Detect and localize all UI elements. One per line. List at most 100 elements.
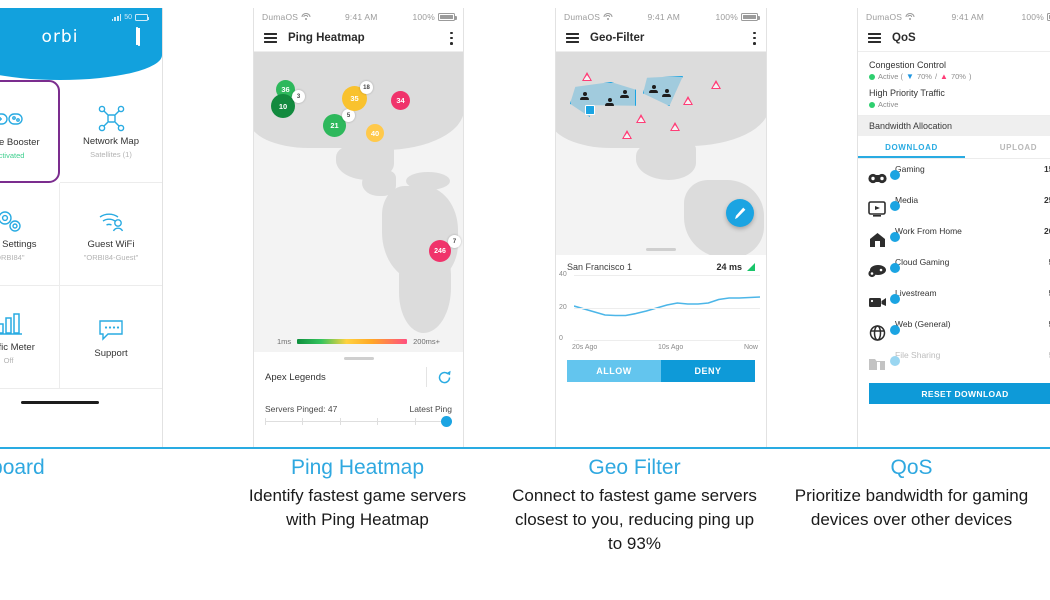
wifi-icon bbox=[301, 12, 311, 21]
carrier-label: DumaOS bbox=[564, 11, 601, 22]
tile-game-booster[interactable]: Game Booster Activated bbox=[0, 80, 60, 183]
tile-guest-wifi[interactable]: Guest WiFi "ORBI84-Guest" bbox=[60, 183, 162, 286]
status-text: Active ( bbox=[878, 72, 904, 81]
geo-filter-map[interactable] bbox=[556, 52, 766, 255]
caption-title: Dashboard bbox=[0, 456, 45, 479]
slider-row-web-general[interactable]: Web (General) 5% bbox=[858, 314, 1050, 345]
allow-button[interactable]: ALLOW bbox=[567, 360, 661, 382]
signal-bars-icon bbox=[111, 14, 122, 21]
bar-chart-icon bbox=[0, 309, 23, 339]
clock-label: 9:41 AM bbox=[345, 11, 378, 22]
y-tick-label: 0 bbox=[559, 335, 563, 342]
caption-desc: Connect to fastest game servers closest … bbox=[512, 486, 757, 554]
setting-congestion-control[interactable]: Congestion Control Active ( ▼ 70% / ▲ 70… bbox=[869, 60, 1050, 81]
edit-zone-fab[interactable] bbox=[726, 199, 754, 227]
blocked-server-marker[interactable] bbox=[670, 122, 680, 131]
x-tick-label: 10s Ago bbox=[657, 344, 684, 351]
slider-row-work-from-home[interactable]: Work From Home 20% bbox=[858, 221, 1050, 252]
phone-panels: 50 orbi bbox=[0, 0, 1050, 448]
player-marker[interactable] bbox=[605, 98, 614, 108]
tile-wifi-settings[interactable]: WiFi Settings "ORBI84" bbox=[0, 183, 60, 286]
slider-row-livestream[interactable]: Livestream 5% bbox=[858, 283, 1050, 314]
ping-value: 34 bbox=[396, 96, 405, 105]
caption-dashboard: Dashboard bbox=[0, 450, 219, 600]
tab-download[interactable]: DOWNLOAD bbox=[858, 136, 965, 158]
y-tick-label: 40 bbox=[559, 271, 567, 278]
slider-knob bbox=[890, 201, 900, 211]
wifi-settings-icon bbox=[0, 206, 23, 236]
slider-row-file-sharing[interactable]: File Sharing 5% bbox=[858, 345, 1050, 376]
ping-line-chart: 40 20 0 bbox=[559, 271, 761, 342]
setting-name: Congestion Control bbox=[869, 60, 947, 70]
page-title: Ping Heatmap bbox=[288, 32, 365, 44]
sheet-drag-handle[interactable] bbox=[343, 357, 374, 360]
orbi-status-bar: 50 bbox=[0, 8, 162, 21]
ping-marker[interactable]: 34 bbox=[391, 91, 410, 110]
ping-marker[interactable]: 10 bbox=[271, 94, 295, 118]
blocked-server-marker[interactable] bbox=[582, 72, 592, 81]
slider-knob bbox=[890, 325, 900, 335]
ping-value: 36 bbox=[281, 85, 290, 94]
hamburger-menu-icon[interactable] bbox=[264, 33, 277, 43]
home-location-marker[interactable] bbox=[585, 105, 595, 115]
slider-knob[interactable] bbox=[441, 416, 452, 427]
player-marker[interactable] bbox=[620, 90, 629, 100]
battery-icon bbox=[135, 14, 149, 21]
ping-history-slider[interactable] bbox=[265, 416, 452, 427]
video-camera-icon bbox=[867, 292, 887, 312]
globe-icon bbox=[867, 323, 887, 343]
tile-sublabel: Off bbox=[3, 356, 14, 365]
ping-marker[interactable]: 40 bbox=[366, 124, 384, 142]
reset-download-button[interactable]: RESET DOWNLOAD bbox=[869, 383, 1050, 404]
y-tick-label: 20 bbox=[559, 304, 567, 311]
gamepad-icon bbox=[867, 168, 887, 188]
player-marker[interactable] bbox=[662, 89, 671, 99]
overflow-menu-icon[interactable] bbox=[450, 31, 453, 45]
setting-high-priority-traffic[interactable]: High Priority Traffic Active › bbox=[869, 88, 1050, 109]
tab-upload[interactable]: UPLOAD bbox=[999, 143, 1038, 152]
caption-desc: Identify fastest game servers with Ping … bbox=[248, 486, 467, 530]
ping-legend: 1ms 200ms+ bbox=[254, 337, 463, 346]
status-tail: ) bbox=[968, 72, 972, 81]
slider-row-gaming[interactable]: Gaming 15% bbox=[858, 159, 1050, 190]
slider-percent: 15% bbox=[1043, 164, 1050, 174]
ping-value-label: 24 ms bbox=[716, 262, 742, 272]
slider-percent: 20% bbox=[1043, 226, 1050, 236]
overflow-menu-icon[interactable] bbox=[753, 31, 756, 45]
deny-button[interactable]: DENY bbox=[661, 360, 755, 382]
ping-heatmap-map[interactable]: 36 10 3 21 5 35 18 34 bbox=[254, 52, 463, 352]
ping-value: 246 bbox=[434, 247, 446, 255]
tile-label: WiFi Settings bbox=[0, 239, 37, 250]
blocked-server-marker[interactable] bbox=[683, 96, 693, 105]
blocked-server-marker[interactable] bbox=[636, 114, 646, 123]
slider-label: Work From Home bbox=[895, 226, 962, 236]
ping-marker[interactable]: 21 bbox=[323, 114, 346, 137]
tile-sublabel: "ORBI84-Guest" bbox=[83, 253, 139, 262]
battery-icon bbox=[741, 12, 760, 21]
tile-support[interactable]: Support bbox=[60, 286, 162, 389]
blocked-server-marker[interactable] bbox=[622, 130, 632, 139]
hamburger-menu-icon[interactable] bbox=[566, 33, 579, 43]
slider-label: Livestream bbox=[895, 288, 937, 298]
download-pct: 70% bbox=[916, 72, 932, 81]
slider-row-media[interactable]: Media 25% bbox=[858, 190, 1050, 221]
tile-traffic-meter[interactable]: Traffic Meter Off bbox=[0, 286, 60, 389]
caption-row: Dashboard Ping Heatmap Identify fastest … bbox=[0, 450, 1050, 600]
slider-label: Cloud Gaming bbox=[895, 257, 950, 267]
upload-pct: 70% bbox=[950, 72, 966, 81]
sheet-drag-handle[interactable] bbox=[646, 248, 676, 251]
refresh-icon[interactable] bbox=[437, 370, 452, 385]
hamburger-menu-icon[interactable] bbox=[868, 33, 881, 43]
notification-bell-icon[interactable] bbox=[136, 27, 148, 46]
ping-marker[interactable]: 246 bbox=[429, 240, 451, 262]
folder-icon bbox=[867, 354, 887, 374]
slider-row-cloud-gaming[interactable]: Cloud Gaming 5% bbox=[858, 252, 1050, 283]
blocked-server-marker[interactable] bbox=[711, 80, 721, 89]
tile-network-map[interactable]: Network Map Satellites (1) bbox=[60, 80, 162, 183]
game-selector-row[interactable]: Apex Legends bbox=[254, 360, 463, 394]
player-marker[interactable] bbox=[649, 85, 658, 95]
player-marker[interactable] bbox=[580, 92, 589, 102]
orbi-brand-row: orbi bbox=[0, 27, 162, 47]
chart-line bbox=[573, 296, 761, 317]
slider-knob bbox=[890, 170, 900, 180]
